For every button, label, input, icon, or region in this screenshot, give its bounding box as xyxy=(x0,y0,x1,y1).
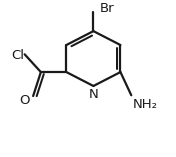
Text: NH₂: NH₂ xyxy=(133,98,158,111)
Text: O: O xyxy=(19,94,30,107)
Text: Cl: Cl xyxy=(12,49,25,62)
Text: Br: Br xyxy=(100,2,114,15)
Text: N: N xyxy=(89,88,98,100)
